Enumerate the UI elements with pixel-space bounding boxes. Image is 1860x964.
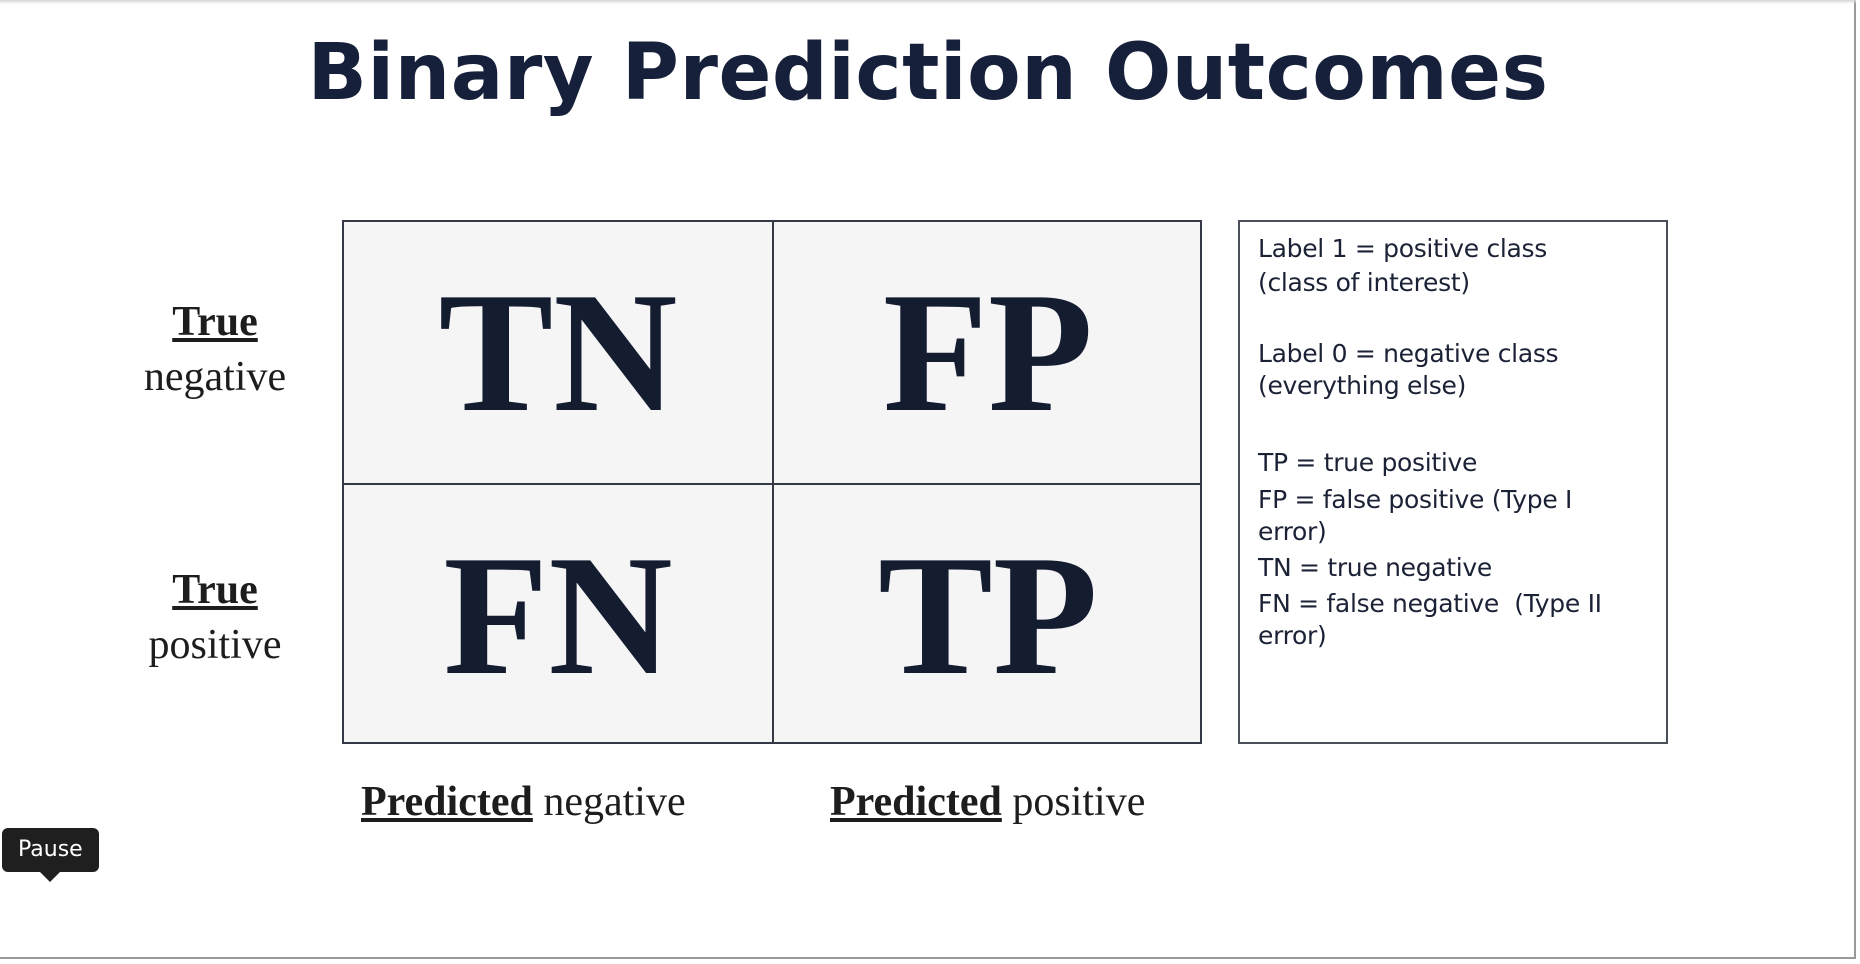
pause-tooltip-label: Pause: [18, 837, 83, 862]
confusion-matrix: TN FP FN TP: [342, 220, 1202, 744]
legend-fp-line1: FP = false positive (Type I: [1258, 485, 1573, 514]
legend-label0-line1: Label 0 = negative class: [1258, 339, 1559, 368]
legend-box: Label 1 = positive class (class of inter…: [1238, 220, 1668, 744]
row-label-true-positive: True positive: [112, 563, 318, 672]
legend-tn: TN = true negative: [1258, 553, 1493, 582]
row-label-plain: negative: [143, 353, 287, 400]
col-label-plain: positive: [1001, 779, 1146, 825]
legend-label0-line2: (everything else): [1258, 371, 1467, 400]
matrix-cell-fp: FP: [882, 257, 1094, 448]
legend-fn-line1: FN = false negative (Type II: [1258, 589, 1602, 618]
col-label-strong: Predicted: [361, 779, 533, 825]
matrix-vertical-divider: [772, 222, 774, 742]
row-label-plain: positive: [148, 621, 282, 668]
col-label-plain: negative: [532, 779, 686, 825]
top-shadow: [0, 0, 1856, 4]
legend-label1-line2: (class of interest): [1258, 268, 1470, 297]
matrix-horizontal-divider: [344, 483, 1200, 485]
col-label-strong: Predicted: [830, 779, 1002, 825]
row-label-true-negative: True negative: [112, 295, 318, 404]
matrix-cell-tn: TN: [438, 257, 678, 448]
pause-tooltip: Pause: [2, 828, 99, 882]
matrix-cell-tp: TP: [878, 520, 1098, 711]
col-label-predicted-positive: Predicted positive: [830, 778, 1145, 826]
legend-label1-line1: Label 1 = positive class: [1258, 234, 1548, 263]
legend-tp: TP = true positive: [1258, 448, 1478, 477]
col-label-predicted-negative: Predicted negative: [361, 778, 686, 826]
row-label-strong: True: [172, 567, 258, 613]
legend-fp-line2: error): [1258, 517, 1327, 546]
legend-fn-line2: error): [1258, 621, 1327, 650]
row-label-strong: True: [172, 299, 258, 345]
slide-title: Binary Prediction Outcomes: [307, 28, 1549, 118]
matrix-cell-fn: FN: [443, 520, 673, 711]
tooltip-arrow-icon: [40, 872, 60, 882]
